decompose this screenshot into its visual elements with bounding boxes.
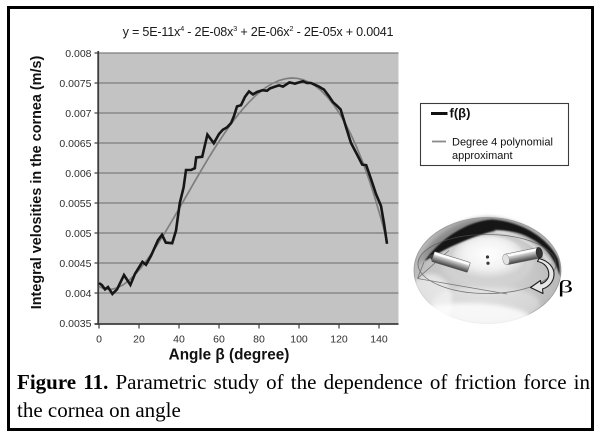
- svg-text:0.0065: 0.0065: [59, 138, 91, 150]
- svg-text:100: 100: [290, 334, 308, 346]
- svg-text:20: 20: [133, 334, 145, 346]
- svg-text:0.007: 0.007: [65, 108, 91, 120]
- svg-text:0.0075: 0.0075: [59, 78, 91, 90]
- svg-text:β: β: [558, 278, 573, 297]
- svg-text:80: 80: [253, 334, 265, 346]
- svg-text:0.0045: 0.0045: [59, 258, 91, 270]
- svg-text:140: 140: [370, 334, 388, 346]
- svg-text:120: 120: [330, 334, 348, 346]
- svg-text:60: 60: [213, 334, 225, 346]
- svg-text:Degree 4 polynomial: Degree 4 polynomial: [452, 136, 553, 148]
- svg-text:0.006: 0.006: [65, 168, 91, 180]
- svg-text:0.0035: 0.0035: [59, 318, 91, 330]
- svg-text:40: 40: [173, 334, 185, 346]
- svg-text:f(β): f(β): [450, 106, 471, 121]
- svg-text:0.004: 0.004: [65, 288, 91, 300]
- svg-text:Integral velosities in the cor: Integral velosities in the cornea (m/s): [29, 56, 45, 310]
- svg-text:0.005: 0.005: [65, 228, 91, 240]
- svg-text:0.0055: 0.0055: [59, 198, 91, 210]
- svg-text:Angle β (degree): Angle β (degree): [169, 347, 290, 364]
- svg-text:0: 0: [96, 334, 102, 346]
- svg-text:approximant: approximant: [452, 150, 513, 162]
- svg-text:0.008: 0.008: [65, 48, 91, 60]
